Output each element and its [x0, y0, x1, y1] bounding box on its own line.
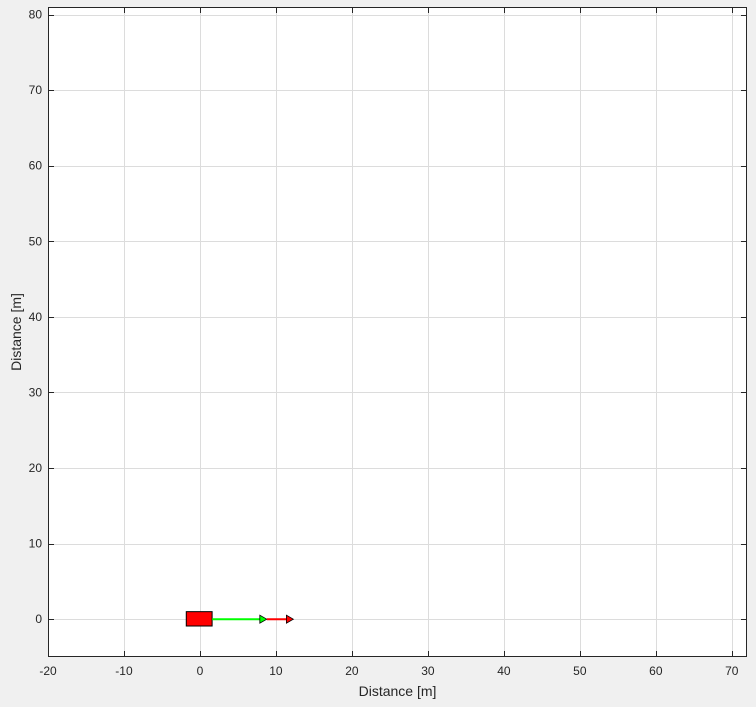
y-tick-label: 70	[29, 83, 43, 97]
y-tick-label: 20	[29, 461, 43, 475]
x-tick-label: 50	[573, 664, 587, 678]
x-axis-label: Distance [m]	[359, 683, 437, 699]
axes-background	[48, 7, 747, 657]
y-tick-label: 0	[35, 612, 42, 626]
x-tick-label: 60	[649, 664, 663, 678]
y-tick-label: 10	[29, 537, 43, 551]
x-tick-label: 0	[197, 664, 204, 678]
axis-ticks	[48, 7, 747, 657]
x-tick-label: 70	[725, 664, 739, 678]
vehicle-rectangle	[185, 611, 213, 627]
x-tick-label: -10	[115, 664, 133, 678]
tick-labels: -20 -10 0 10 20 30 40 50 60 70 0 10 20 30 40 50 60 70 80	[29, 8, 739, 678]
arrow-head	[259, 614, 268, 624]
y-tick-label: 30	[29, 385, 43, 399]
y-tick-label: 50	[29, 234, 43, 248]
grid-lines	[48, 7, 747, 657]
x-tick-label: 30	[421, 664, 435, 678]
axes-box	[48, 7, 747, 657]
y-tick-label: 80	[29, 8, 43, 22]
plot-objects	[185, 611, 295, 627]
x-tick-label: 10	[269, 664, 283, 678]
x-tick-label: 40	[497, 664, 511, 678]
y-tick-label: 60	[29, 159, 43, 173]
x-tick-label: -20	[39, 664, 57, 678]
arrow-head	[286, 614, 295, 624]
x-tick-label: 20	[345, 664, 359, 678]
y-tick-label: 40	[29, 310, 43, 324]
y-axis-label: Distance [m]	[8, 293, 24, 371]
